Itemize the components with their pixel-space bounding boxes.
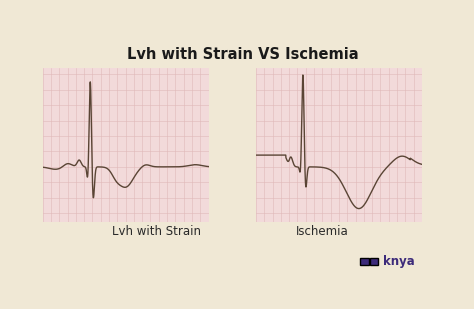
Text: knya: knya [383,255,415,268]
Text: Ischemia: Ischemia [295,225,348,238]
FancyBboxPatch shape [360,258,369,265]
FancyBboxPatch shape [370,258,378,265]
Text: Lvh with Strain: Lvh with Strain [112,225,201,238]
Text: Lvh with Strain VS Ischemia: Lvh with Strain VS Ischemia [127,47,359,61]
